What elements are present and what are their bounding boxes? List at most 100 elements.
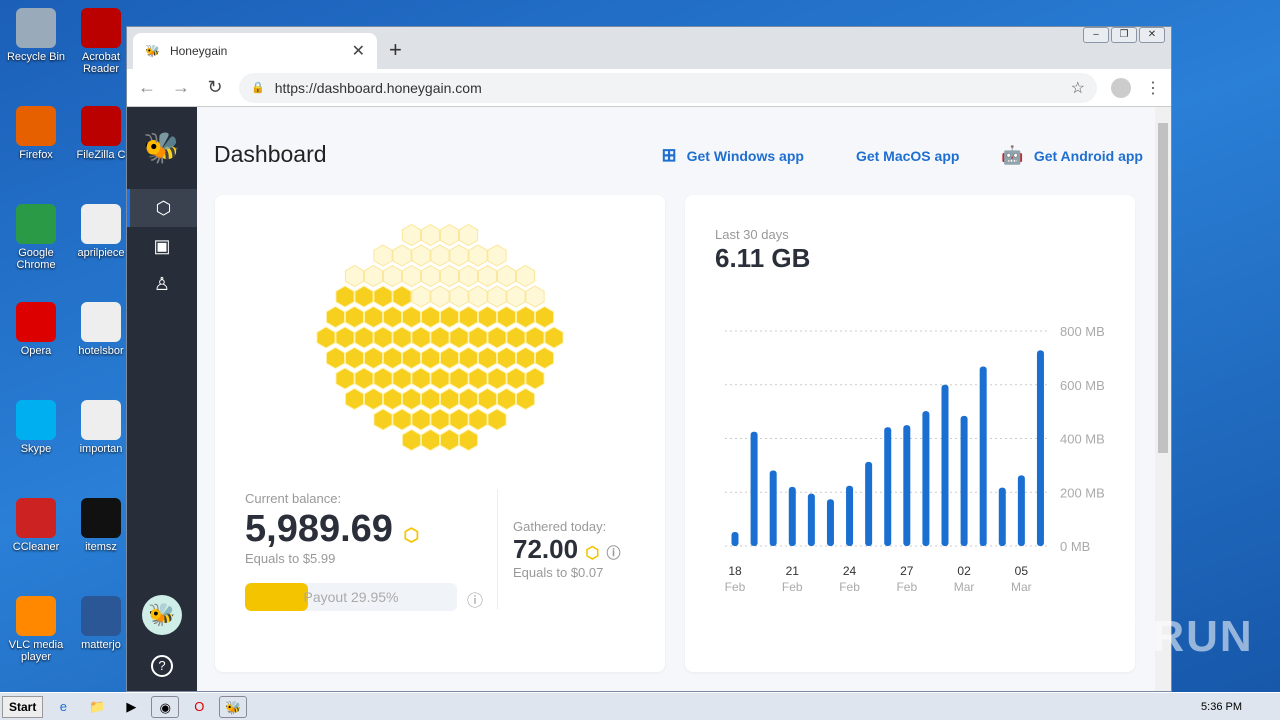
- bar[interactable]: [865, 461, 873, 546]
- y-tick-label: 400 MB: [1060, 432, 1105, 447]
- traffic-label: Last 30 days: [715, 227, 789, 242]
- scrollbar[interactable]: [1155, 107, 1171, 691]
- desktop-icon[interactable]: Acrobat Reader: [66, 8, 136, 75]
- money-icon: ▣: [153, 235, 171, 256]
- honeycomb-cell: [430, 367, 450, 390]
- tab-title: Honeygain: [169, 44, 228, 58]
- bar[interactable]: [941, 384, 949, 546]
- bee-favicon-icon: 🐝: [145, 44, 160, 58]
- desktop-icon[interactable]: itemsz: [66, 498, 136, 553]
- balance-label: Current balance:: [245, 491, 342, 506]
- honeycomb-cell: [430, 408, 450, 431]
- bar[interactable]: [1017, 475, 1025, 546]
- desktop-icon[interactable]: Google Chrome: [1, 204, 71, 271]
- desktop-icon[interactable]: CCleaner: [1, 498, 71, 553]
- sidebar-item-referrals[interactable]: ♙: [127, 265, 197, 303]
- sidebar: 🐝 ⬡ ▣ ♙ 🐝 ?: [127, 107, 197, 691]
- honeycomb-cell: [411, 285, 431, 308]
- honeycomb-cell: [344, 346, 365, 370]
- honeycomb-cell: [487, 326, 507, 349]
- honeycomb-cell: [335, 285, 355, 308]
- bar[interactable]: [903, 425, 911, 546]
- restore-button[interactable]: ❐: [1111, 27, 1137, 43]
- start-button[interactable]: Start: [2, 695, 44, 718]
- bar[interactable]: [750, 431, 758, 546]
- honeycomb-cell: [506, 285, 526, 308]
- honeycomb-cell: [487, 285, 507, 308]
- new-tab-button[interactable]: +: [389, 37, 402, 62]
- honeycomb-cell: [373, 244, 393, 267]
- back-button[interactable]: ←: [138, 77, 156, 97]
- hexagon-icon: ⬡: [155, 197, 172, 218]
- sidebar-item-wallet[interactable]: ▣: [127, 227, 197, 265]
- desktop-icon[interactable]: importan: [66, 400, 136, 455]
- honeycomb-cell: [344, 264, 365, 288]
- close-tab-icon[interactable]: ✕: [351, 43, 365, 60]
- explorer-taskbar-icon[interactable]: 📁: [89, 698, 106, 714]
- bar[interactable]: [788, 486, 796, 546]
- desktop-icon[interactable]: Recycle Bin: [1, 8, 71, 63]
- honeycomb-cell: [496, 264, 517, 288]
- honeycomb-cell: [373, 408, 393, 431]
- get-android-app-link[interactable]: 🤖 Get Android app: [1001, 145, 1143, 166]
- desktop-icon[interactable]: Firefox: [1, 106, 71, 161]
- honeygain-taskbar-icon[interactable]: 🐝: [219, 695, 248, 718]
- help-icon[interactable]: ?: [151, 655, 173, 677]
- x-tick-day: 27: [900, 564, 914, 578]
- get-windows-app-link[interactable]: ⊞ Get Windows app: [662, 145, 804, 166]
- desktop-icon[interactable]: FileZilla C: [66, 106, 136, 161]
- bar[interactable]: [922, 411, 930, 546]
- bar[interactable]: [1036, 350, 1044, 546]
- info-icon[interactable]: ⓘ: [606, 545, 621, 561]
- honeycomb-cell: [515, 305, 536, 329]
- bar[interactable]: [979, 366, 987, 546]
- media-taskbar-icon[interactable]: ▶: [126, 698, 137, 714]
- minimize-button[interactable]: –: [1083, 27, 1109, 43]
- reload-button[interactable]: ↻: [207, 77, 223, 97]
- bar[interactable]: [769, 470, 777, 546]
- bar[interactable]: [807, 493, 815, 546]
- desktop-icon[interactable]: hotelsbor: [66, 302, 136, 357]
- desktop-icon[interactable]: matterjo: [66, 596, 136, 651]
- opera-taskbar-icon[interactable]: O: [194, 698, 205, 714]
- desktop-icon[interactable]: Opera: [1, 302, 71, 357]
- payout-label: Payout 29.95%: [303, 589, 399, 605]
- close-window-button[interactable]: ✕: [1139, 27, 1165, 43]
- y-tick-label: 200 MB: [1060, 485, 1105, 500]
- desktop-icon[interactable]: Skype: [1, 400, 71, 455]
- users-icon: ♙: [153, 273, 171, 294]
- taskbar: Start e 📁 ▶ ◉ O 🐝 5:36 PM: [0, 692, 1280, 720]
- honeycomb-cell: [458, 428, 479, 452]
- get-macos-app-link[interactable]: Get MacOS app: [846, 145, 959, 166]
- android-icon: 🤖: [1001, 145, 1024, 165]
- bar[interactable]: [960, 415, 968, 546]
- forward-button[interactable]: →: [172, 77, 190, 97]
- bar[interactable]: [731, 532, 739, 546]
- honeycomb-cell: [382, 305, 403, 329]
- desktop-icon[interactable]: VLC media player: [1, 596, 71, 663]
- ie-taskbar-icon[interactable]: e: [59, 698, 67, 714]
- honeycomb-cell: [439, 346, 460, 370]
- sidebar-item-dashboard[interactable]: ⬡: [127, 189, 197, 227]
- bar[interactable]: [826, 499, 834, 546]
- honeycomb-cell: [401, 346, 422, 370]
- address-bar[interactable]: 🔒 https://dashboard.honeygain.com ☆: [239, 72, 1097, 103]
- honeycomb-cell: [458, 223, 479, 247]
- bar[interactable]: [884, 427, 892, 546]
- bar[interactable]: [846, 485, 854, 546]
- honeycomb-cell: [487, 367, 507, 390]
- x-tick-month: Mar: [954, 580, 975, 594]
- traffic-card: Last 30 days 6.11 GB 0 MB 200 MB 400 MB 600…: [685, 195, 1135, 672]
- info-icon[interactable]: ⓘ: [467, 593, 484, 610]
- profile-icon[interactable]: [1111, 77, 1131, 98]
- avatar[interactable]: 🐝: [142, 595, 182, 635]
- desktop-icon[interactable]: aprilpiece: [66, 204, 136, 259]
- menu-icon[interactable]: ⋮: [1145, 79, 1161, 97]
- tab-honeygain[interactable]: 🐝 Honeygain ✕: [133, 33, 377, 69]
- y-tick-label: 0 MB: [1060, 539, 1090, 554]
- bar[interactable]: [998, 487, 1006, 546]
- bookmark-star-icon[interactable]: ☆: [1070, 79, 1085, 97]
- chrome-taskbar-icon[interactable]: ◉: [151, 695, 180, 718]
- honeycomb-cell: [496, 387, 517, 411]
- honeycomb-cell: [325, 305, 346, 329]
